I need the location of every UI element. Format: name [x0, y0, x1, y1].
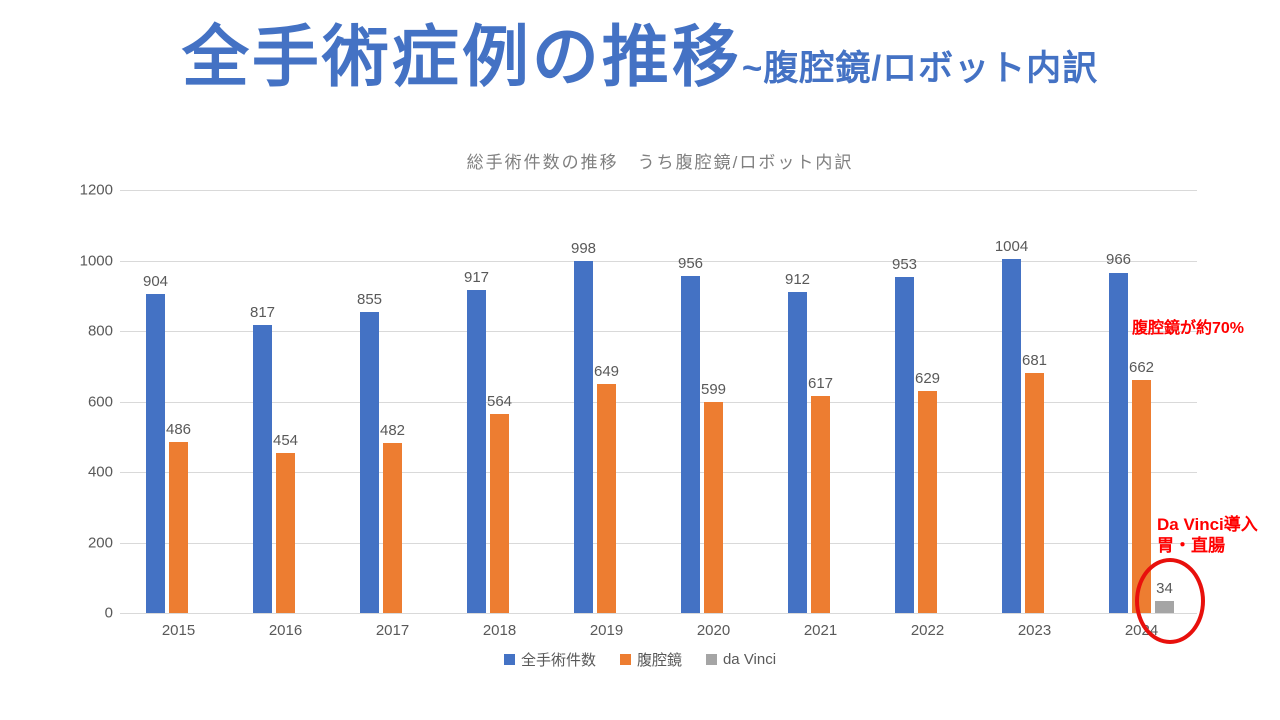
chart-legend: 全手術件数 腹腔鏡 da Vinci [0, 649, 1280, 670]
bar-2017-series0 [360, 311, 379, 613]
bar-2016-series0 [253, 325, 272, 613]
chart-title: 総手術件数の推移 うち腹腔鏡/ロボット内訳 [466, 153, 854, 172]
legend-item-series1: 腹腔鏡 [619, 649, 682, 670]
xtick-label-2022: 2022 [910, 622, 945, 639]
bar-2020-series1 [704, 401, 723, 613]
bar-2015-series0 [146, 294, 165, 613]
bar-2020-series0 [681, 276, 700, 613]
slide-title-block: 全手術症例の推移 ~腹腔鏡/ロボット内訳 [0, 18, 1280, 118]
xtick-label-2023: 2023 [1017, 622, 1052, 639]
data-label-2017-series0: 855 [356, 290, 383, 308]
data-label-2022-series1: 629 [914, 370, 941, 388]
data-label-2016-series1: 454 [272, 431, 299, 449]
ytick-label-600: 600 [87, 393, 113, 410]
bar-2016-series1 [276, 452, 295, 613]
bar-2015-series1 [169, 441, 188, 613]
xtick-label-2020: 2020 [696, 622, 731, 639]
slide-subtitle: ~腹腔鏡/ロボット内訳 [741, 49, 1099, 88]
legend-swatch-icon [619, 654, 631, 665]
annotation-davinci-line1: Da Vinci導入 [1157, 515, 1258, 534]
bar-2019-series1 [597, 384, 616, 613]
highlight-circle [1135, 558, 1205, 644]
bar-2018-series0 [467, 289, 486, 613]
data-label-2019-series0: 998 [570, 240, 597, 258]
annotation-davinci-line2: 胃・直腸 [1157, 536, 1225, 556]
data-label-2022-series0: 953 [891, 256, 918, 274]
data-label-2015-series1: 486 [165, 420, 192, 438]
legend-swatch-icon [503, 654, 515, 665]
xtick-label-2021: 2021 [803, 622, 838, 639]
bar-2021-series0 [788, 291, 807, 613]
bar-2021-series1 [811, 395, 830, 613]
gridline-y400 [120, 472, 1197, 473]
xtick-label-2016: 2016 [268, 622, 303, 639]
data-label-2021-series0: 912 [784, 270, 811, 288]
data-label-2023-series0: 1004 [994, 238, 1029, 256]
data-label-2018-series1: 564 [486, 393, 513, 411]
gridline-y0 [120, 613, 1197, 614]
gridline-y1000 [120, 260, 1197, 262]
gridline-y600 [120, 401, 1197, 403]
bar-2022-series0 [895, 277, 914, 613]
legend-item-series2: da Vinci [705, 651, 777, 668]
annotation-davinci-note: Da Vinci導入 胃・直腸 [1157, 514, 1258, 557]
gridline-y800 [120, 331, 1197, 332]
gridline-y1200 [120, 190, 1197, 191]
data-label-2024-series1: 662 [1128, 358, 1155, 376]
data-label-2020-series1: 599 [700, 380, 727, 398]
legend-label-series1: 腹腔鏡 [636, 652, 682, 669]
bar-2017-series1 [383, 443, 402, 613]
data-label-2017-series1: 482 [379, 422, 406, 440]
legend-label-series2: da Vinci [722, 651, 777, 668]
bar-2024-series1 [1132, 379, 1151, 613]
data-label-2024-series0: 966 [1105, 251, 1132, 269]
ytick-label-400: 400 [87, 463, 113, 481]
xtick-label-2019: 2019 [589, 622, 624, 639]
bar-2019-series0 [574, 261, 593, 613]
bar-2023-series1 [1025, 372, 1044, 613]
legend-label-series0: 全手術件数 [520, 652, 596, 669]
data-label-2016-series0: 817 [249, 304, 276, 321]
data-label-2023-series1: 681 [1021, 351, 1048, 369]
xtick-label-2015: 2015 [161, 622, 196, 639]
bar-2024-series0 [1109, 272, 1128, 613]
ytick-label-0: 0 [104, 604, 113, 622]
data-label-2018-series0: 917 [463, 268, 490, 286]
bar-2022-series1 [918, 391, 937, 613]
slide-title: 全手術症例の推移 [181, 20, 742, 95]
ytick-label-200: 200 [87, 534, 113, 551]
data-label-2019-series1: 649 [593, 363, 620, 381]
data-label-2015-series0: 904 [142, 273, 169, 291]
gridline-y200 [120, 542, 1197, 544]
bar-2018-series1 [490, 414, 509, 613]
bar-2023-series0 [1002, 259, 1021, 613]
ytick-label-1000: 1000 [79, 252, 113, 269]
ytick-label-1200: 1200 [79, 181, 113, 199]
annotation-laparoscope-share: 腹腔鏡が約70% [1132, 320, 1245, 337]
ytick-label-800: 800 [87, 322, 113, 340]
xtick-label-2017: 2017 [375, 622, 410, 639]
plot-area: 0 200 400 600 800 1000 1200 2015 904 486 2016 817 45… [80, 182, 1197, 639]
xtick-label-2018: 2018 [482, 622, 517, 639]
data-label-2021-series1: 617 [807, 374, 834, 392]
legend-item-series0: 全手術件数 [503, 649, 596, 670]
data-label-2020-series0: 956 [677, 255, 704, 272]
legend-swatch-icon [705, 654, 717, 665]
